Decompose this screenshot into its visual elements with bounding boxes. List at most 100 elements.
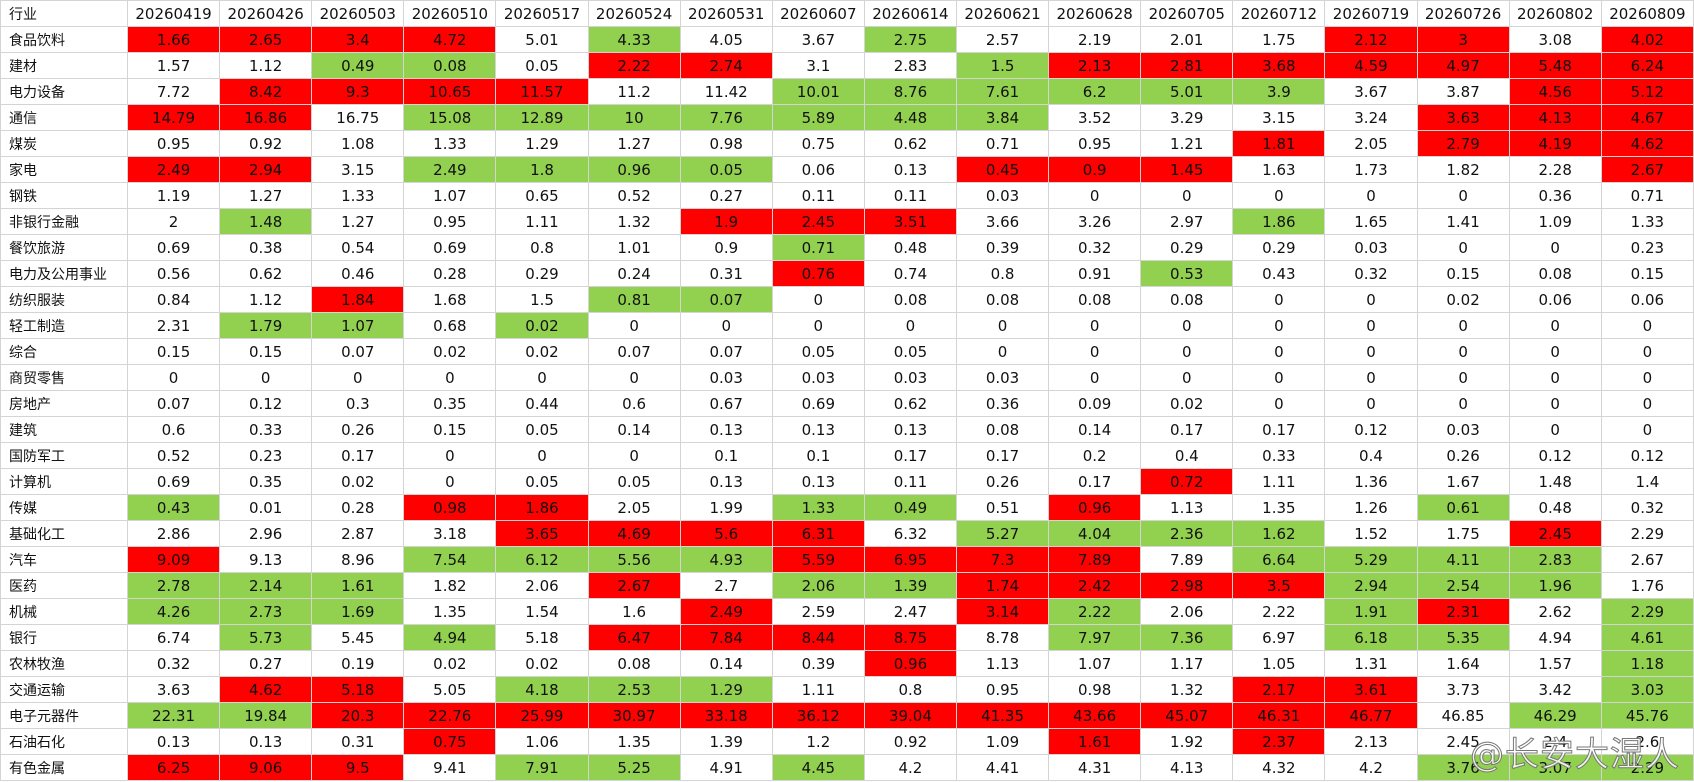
value-cell: 0 bbox=[1600, 312, 1694, 339]
value-cell: 0.48 bbox=[1508, 494, 1602, 521]
value-cell: 1.07 bbox=[311, 312, 405, 339]
value-cell: 0.17 bbox=[1232, 416, 1326, 443]
value-cell: 0.95 bbox=[403, 208, 497, 235]
value-cell: 2.12 bbox=[1324, 26, 1418, 53]
value-cell: 6.18 bbox=[1324, 624, 1418, 651]
value-cell: 0 bbox=[1508, 312, 1602, 339]
value-cell: 0 bbox=[1140, 364, 1234, 391]
table-row: 通信 14.79 16.86 16.75 15.08 12.89 10 7.76 5.89 4.4… bbox=[0, 104, 1694, 131]
row-label: 房地产 bbox=[0, 390, 128, 417]
value-cell: 0.11 bbox=[863, 182, 957, 209]
value-cell: 2.65 bbox=[219, 26, 313, 53]
value-cell: 2.86 bbox=[126, 520, 221, 547]
value-cell: 0.14 bbox=[587, 416, 681, 443]
value-cell: 0.75 bbox=[771, 130, 865, 157]
value-cell: 1.62 bbox=[1232, 520, 1326, 547]
value-cell: 0 bbox=[1048, 338, 1142, 365]
value-cell: 6.64 bbox=[1232, 546, 1326, 573]
value-cell: 0.69 bbox=[126, 468, 221, 495]
value-cell: 0.95 bbox=[955, 676, 1050, 703]
value-cell: 1.9 bbox=[679, 208, 773, 235]
value-cell: 2.96 bbox=[219, 520, 313, 547]
value-cell: 2.59 bbox=[771, 598, 865, 625]
table-row: 建筑 0.6 0.33 0.26 0.15 0.05 0.14 0.13 0.13 0.13 0.0… bbox=[0, 416, 1694, 443]
value-cell: 0.1 bbox=[771, 442, 865, 469]
value-cell: 0.15 bbox=[1416, 260, 1510, 287]
value-cell: 2.17 bbox=[1232, 676, 1326, 703]
value-cell: 0.17 bbox=[863, 442, 957, 469]
value-cell: 1.33 bbox=[311, 182, 405, 209]
value-cell: 2.13 bbox=[1324, 728, 1418, 755]
value-cell: 0.44 bbox=[495, 390, 589, 417]
value-cell: 0.91 bbox=[1048, 260, 1142, 287]
value-cell: 2.01 bbox=[1140, 26, 1234, 53]
value-cell: 2.79 bbox=[1416, 130, 1510, 157]
value-cell: 0.4 bbox=[1324, 442, 1418, 469]
value-cell: 2.29 bbox=[1600, 754, 1694, 781]
value-cell: 1.18 bbox=[1600, 650, 1694, 677]
value-cell: 10 bbox=[587, 104, 681, 131]
value-cell: 0.02 bbox=[403, 338, 497, 365]
table-row: 国防军工 0.52 0.23 0.17 0 0 0 0.1 0.1 0.17 0.17 0.2 0.4 0… bbox=[0, 442, 1694, 469]
value-cell: 3.67 bbox=[771, 26, 865, 53]
value-cell: 1.07 bbox=[1048, 650, 1142, 677]
value-cell: 0 bbox=[1324, 338, 1418, 365]
value-cell: 0.08 bbox=[863, 286, 957, 313]
value-cell: 0 bbox=[1416, 364, 1510, 391]
table-row: 农林牧渔 0.32 0.27 0.19 0.02 0.02 0.08 0.14 0.39 0.96… bbox=[0, 650, 1694, 677]
value-cell: 2.49 bbox=[403, 156, 497, 183]
value-cell: 0 bbox=[1416, 338, 1510, 365]
value-cell: 1.57 bbox=[126, 52, 221, 79]
value-cell: 5.27 bbox=[955, 520, 1050, 547]
value-cell: 0.07 bbox=[311, 338, 405, 365]
value-cell: 1.27 bbox=[219, 182, 313, 209]
value-cell: 6.24 bbox=[1600, 52, 1694, 79]
value-cell: 11.2 bbox=[587, 78, 681, 105]
value-cell: 1.64 bbox=[1416, 650, 1510, 677]
value-cell: 0.12 bbox=[1600, 442, 1694, 469]
value-cell: 0.13 bbox=[219, 728, 313, 755]
table-row: 电力及公用事业 0.56 0.62 0.46 0.28 0.29 0.24 0.31 0.76 0… bbox=[0, 260, 1694, 287]
value-cell: 0 bbox=[311, 364, 405, 391]
table-row: 有色金属 6.25 9.06 9.5 9.41 7.91 5.25 4.91 4.45 4.2 4.… bbox=[0, 754, 1694, 781]
value-cell: 0 bbox=[1140, 338, 1234, 365]
value-cell: 8.75 bbox=[863, 624, 957, 651]
value-cell: 0.4 bbox=[1140, 442, 1234, 469]
value-cell: 3.68 bbox=[1232, 52, 1326, 79]
row-label: 建材 bbox=[0, 52, 128, 79]
value-cell: 0 bbox=[1048, 312, 1142, 339]
value-cell: 4.59 bbox=[1324, 52, 1418, 79]
value-cell: 1.6 bbox=[587, 598, 681, 625]
header-cell: 20260809 bbox=[1600, 0, 1694, 27]
value-cell: 0 bbox=[1416, 390, 1510, 417]
value-cell: 0.35 bbox=[403, 390, 497, 417]
value-cell: 1.41 bbox=[1416, 208, 1510, 235]
value-cell: 0.8 bbox=[495, 234, 589, 261]
value-cell: 1.63 bbox=[1232, 156, 1326, 183]
value-cell: 0.05 bbox=[495, 468, 589, 495]
value-cell: 1.4 bbox=[1600, 468, 1694, 495]
value-cell: 15.08 bbox=[403, 104, 497, 131]
row-label: 通信 bbox=[0, 104, 128, 131]
value-cell: 0.13 bbox=[771, 468, 865, 495]
watermark: @长安大湿人 bbox=[1470, 735, 1680, 776]
value-cell: 2.29 bbox=[1600, 520, 1694, 547]
value-cell: 5.6 bbox=[679, 520, 773, 547]
value-cell: 3.67 bbox=[1324, 78, 1418, 105]
value-cell: 0.8 bbox=[955, 260, 1050, 287]
value-cell: 4.05 bbox=[679, 26, 773, 53]
table-row: 交通运输 3.63 4.62 5.18 5.05 4.18 2.53 1.29 1.11 0.8 0… bbox=[0, 676, 1694, 703]
value-cell: 3.03 bbox=[1600, 676, 1694, 703]
value-cell: 2.13 bbox=[1048, 52, 1142, 79]
value-cell: 3.66 bbox=[955, 208, 1050, 235]
table-row: 计算机 0.69 0.35 0.02 0 0.05 0.05 0.13 0.13 0.11 0.26… bbox=[0, 468, 1694, 495]
value-cell: 0 bbox=[955, 312, 1050, 339]
value-cell: 0.31 bbox=[679, 260, 773, 287]
value-cell: 0 bbox=[403, 442, 497, 469]
value-cell: 2.62 bbox=[1508, 598, 1602, 625]
table-row: 医药 2.78 2.14 1.61 1.82 2.06 2.67 2.7 2.06 1.39 1.7… bbox=[0, 572, 1694, 599]
value-cell: 0 bbox=[1416, 182, 1510, 209]
value-cell: 0.32 bbox=[1048, 234, 1142, 261]
value-cell: 2.45 bbox=[1508, 520, 1602, 547]
value-cell: 1.36 bbox=[1324, 468, 1418, 495]
